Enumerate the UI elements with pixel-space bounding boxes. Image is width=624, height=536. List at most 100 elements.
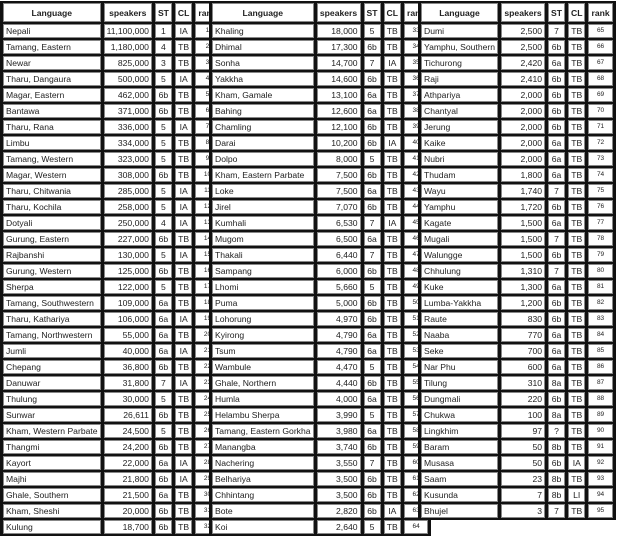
st-cell: 5 [154,248,172,262]
st-cell: 7 [363,248,381,262]
speakers-cell: 1,800 [501,168,546,182]
cl-cell: TB [383,104,401,118]
cl-cell: TB [174,424,193,438]
table-row: Belhariya 3,500 6b TB 61 [212,472,429,486]
language-cell: Newar [3,56,101,70]
speakers-cell: 258,000 [103,200,152,214]
st-cell: 7 [363,216,381,230]
language-cell: Loke [212,184,314,198]
cl-cell: TB [568,120,586,134]
header-row: Language speakers ST CL rank [3,3,220,22]
language-cell: Jirel [212,200,314,214]
st-cell: 5 [154,120,172,134]
language-cell: Kayort [3,456,101,470]
table-row: Darai 10,200 6b IA 40 [212,136,429,150]
cl-cell: TB [568,72,586,86]
table-row: Majhi 21,800 6b IA 29 [3,472,220,486]
language-cell: Tharu, Kochila [3,200,101,214]
table-row: Jirel 7,070 6b TB 44 [212,200,429,214]
st-cell: 6b [154,520,172,534]
speakers-cell: 17,300 [316,40,361,54]
st-cell: 5 [363,360,381,374]
st-cell: 6b [154,440,172,454]
cl-cell: TB [568,328,586,342]
header-row: Language speakers ST CL rank [421,3,613,22]
cl-cell: TB [383,488,401,502]
st-cell: 6b [548,88,566,102]
table-row: Tichurong 2,420 6a TB 67 [421,56,613,70]
language-cell: Saam [421,472,499,486]
cl-cell: TB [568,360,586,374]
speakers-cell: 100 [501,408,546,422]
language-cell: Lingkhim [421,424,499,438]
table-row: Chukwa 100 8a TB 89 [421,408,613,422]
speakers-cell: 3 [501,504,546,518]
table-row: Baram 50 8b TB 91 [421,440,613,454]
language-cell: Musasa [421,456,499,470]
cl-cell: TB [568,184,586,198]
language-cell: Yamphu, Southern [421,40,499,54]
language-cell: Dumi [421,24,499,38]
speakers-cell: 1,500 [501,216,546,230]
table-row: Mugali 1,500 7 TB 78 [421,232,613,246]
st-cell: 6a [363,232,381,246]
table-row: Chhulung 1,310 7 TB 80 [421,264,613,278]
table-row: Chantyal 2,000 6b TB 70 [421,104,613,118]
language-cell: Nachering [212,456,314,470]
speakers-cell: 7,500 [316,168,361,182]
language-cell: Kulung [3,520,101,534]
speakers-cell: 336,000 [103,120,152,134]
st-cell: 6b [154,264,172,278]
rank-cell: 76 [588,200,613,214]
language-cell: Tharu, Rana [3,120,101,134]
language-cell: Belhariya [212,472,314,486]
speakers-cell: 3,980 [316,424,361,438]
st-cell: 6b [154,168,172,182]
speakers-cell: 12,100 [316,120,361,134]
st-cell: 6b [154,104,172,118]
rank-cell: 78 [588,232,613,246]
table-row: Kham, Eastern Parbate 7,500 6b TB 42 [212,168,429,182]
rank-cell: 70 [588,104,613,118]
rank-cell: 84 [588,328,613,342]
st-cell: 6b [154,504,172,518]
table-row: Thudam 1,800 6a TB 74 [421,168,613,182]
speakers-cell: 5,660 [316,280,361,294]
table-row: Yamphu, Southern 2,500 6b TB 66 [421,40,613,54]
cl-cell: TB [383,328,401,342]
language-cell: Kham, Western Parbate [3,424,101,438]
cl-cell: IA [174,184,193,198]
speakers-cell: 50 [501,440,546,454]
speakers-cell: 24,500 [103,424,152,438]
speakers-cell: 4,970 [316,312,361,326]
speakers-cell: 12,600 [316,104,361,118]
st-cell: 5 [363,24,381,38]
rank-cell: 83 [588,312,613,326]
table-row: Jerung 2,000 6b TB 71 [421,120,613,134]
speakers-cell: 10,200 [316,136,361,150]
language-cell: Yamphu [421,200,499,214]
speakers-cell: 109,000 [103,296,152,310]
speakers-cell: 2,000 [501,136,546,150]
table-row: Dungmali 220 6b TB 88 [421,392,613,406]
language-cell: Yakkha [212,72,314,86]
cl-cell: TB [174,88,193,102]
rank-cell: 91 [588,440,613,454]
header-language: Language [3,3,101,22]
table-row: Gurung, Eastern 227,000 6b TB 14 [3,232,220,246]
table-row: Sunwar 26,611 6b TB 25 [3,408,220,422]
speakers-cell: 11,100,000 [103,24,152,38]
language-cell: Majhi [3,472,101,486]
speakers-cell: 22,000 [103,456,152,470]
cl-cell: IA [174,472,193,486]
cl-cell: TB [383,152,401,166]
language-cell: Sampang [212,264,314,278]
cl-cell: TB [383,296,401,310]
language-cell: Raute [421,312,499,326]
table-row: Dhimal 17,300 6b TB 34 [212,40,429,54]
language-cell: Kham, Eastern Parbate [212,168,314,182]
language-cell: Sherpa [3,280,101,294]
st-cell: 5 [363,520,381,534]
cl-cell: TB [174,360,193,374]
